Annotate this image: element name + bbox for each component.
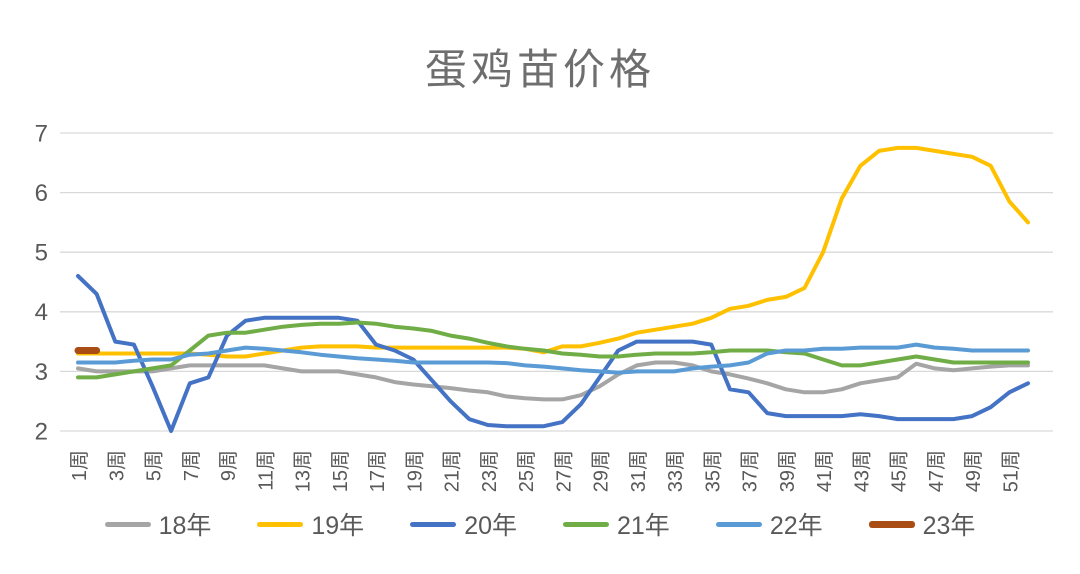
legend-swatch-18年 <box>104 521 151 527</box>
x-tick-label: 21周 <box>442 450 464 492</box>
legend-label: 22年 <box>769 512 823 540</box>
x-tick-label: 47周 <box>926 450 948 492</box>
x-tick-label: 23周 <box>479 450 501 492</box>
x-tick-label: 7周 <box>181 450 203 481</box>
x-tick-label: 29周 <box>591 450 613 492</box>
x-tick-label: 1周 <box>69 450 91 481</box>
legend-item-18年[interactable]: 18年 <box>104 506 212 542</box>
series-line-22年 <box>76 342 1030 375</box>
x-tick-label: 49周 <box>963 450 985 492</box>
x-tick-label: 45周 <box>889 450 911 492</box>
legend-label: 18年 <box>158 512 212 540</box>
legend-label: 20年 <box>464 512 517 540</box>
legend-swatch-19年 <box>257 521 304 527</box>
legend-swatch-23年 <box>868 520 915 528</box>
legend-item-23年[interactable]: 23年 <box>868 506 976 542</box>
legend-swatch-20年 <box>410 521 457 527</box>
x-tick-label: 51周 <box>1000 450 1022 492</box>
x-tick-label: 31周 <box>628 450 650 492</box>
x-tick-label: 5周 <box>144 450 166 481</box>
series-line-18年 <box>76 360 1030 402</box>
y-tick-label: 5 <box>35 240 48 267</box>
legend-item-20年[interactable]: 20年 <box>410 506 517 542</box>
legend-swatch-21年 <box>563 521 609 527</box>
legend-item-22年[interactable]: 22年 <box>715 506 823 542</box>
series-line-21年 <box>76 320 1030 380</box>
y-tick-label: 3 <box>35 359 48 386</box>
legend-label: 23年 <box>922 512 976 540</box>
legend-item-19年[interactable]: 19年 <box>257 506 364 542</box>
legend-label: 19年 <box>311 512 365 540</box>
x-tick-label: 33周 <box>665 450 687 492</box>
series-line-19年 <box>76 145 1030 359</box>
y-tick-label: 4 <box>35 299 48 326</box>
plot-area: 2 3 4 5 6 7 1周 3周 5周 7周 9周 11周 13周 15周 17周 19周 21周 23周 25周… <box>35 120 1053 492</box>
x-tick-label: 43周 <box>851 450 873 492</box>
x-tick-label: 35周 <box>702 450 724 492</box>
x-tick-label: 9周 <box>218 450 240 481</box>
x-tick-label: 19周 <box>404 450 426 492</box>
x-tick-label: 17周 <box>367 450 389 492</box>
x-tick-label: 37周 <box>740 450 762 492</box>
chart-title: 蛋鸡苗价格 <box>424 48 655 94</box>
legend-swatch-22年 <box>715 521 762 527</box>
y-tick-label: 2 <box>35 418 48 445</box>
x-tick-label: 41周 <box>814 450 836 492</box>
legend-label: 21年 <box>617 512 670 540</box>
legend: 18年 19年 20年 21年 22年 23年 <box>0 506 1080 542</box>
x-tick-label: 3周 <box>106 450 128 481</box>
x-tick-label: 39周 <box>777 450 799 492</box>
y-tick-label: 7 <box>35 120 48 147</box>
x-tick-label: 11周 <box>255 450 277 491</box>
x-tick-label: 27周 <box>553 450 575 492</box>
x-tick-label: 13周 <box>293 450 315 492</box>
x-tick-label: 15周 <box>330 450 352 492</box>
legend-item-21年[interactable]: 21年 <box>563 506 670 542</box>
y-tick-label: 6 <box>35 180 48 207</box>
series-line-20年 <box>76 274 1030 433</box>
x-tick-label: 25周 <box>516 450 538 492</box>
